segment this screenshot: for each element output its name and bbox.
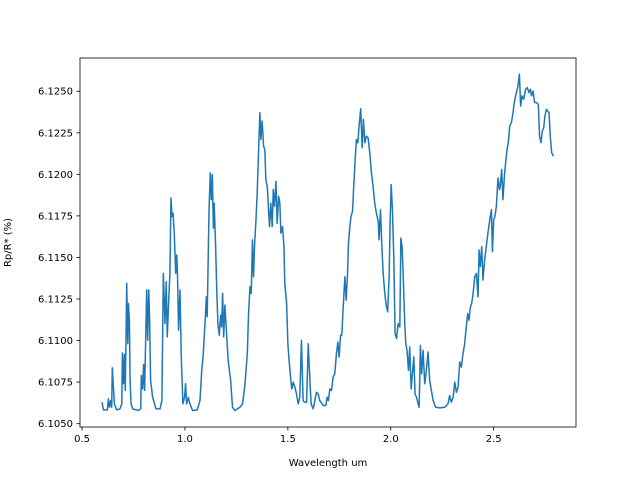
- x-tick-label: 0.5: [74, 434, 90, 445]
- y-axis-label: Rp/R* (%): [3, 218, 14, 267]
- y-tick-label: 6.1125: [38, 295, 73, 306]
- y-tick-label: 6.1225: [38, 128, 73, 139]
- plot-area: [101, 73, 555, 412]
- x-tick-label: 1.5: [280, 434, 296, 445]
- x-axis-label: Wavelength um: [289, 458, 368, 469]
- x-tick-label: 2.0: [383, 434, 399, 445]
- x-tick-label: 1.0: [177, 434, 193, 445]
- x-axis-ticks: 0.5 1.0 1.5 2.0 2.5: [74, 427, 502, 445]
- series-line-0: [101, 73, 555, 412]
- x-tick-label: 2.5: [486, 434, 502, 445]
- y-tick-label: 6.1175: [38, 211, 73, 222]
- y-tick-label: 6.1100: [38, 336, 73, 347]
- y-tick-label: 6.1050: [38, 419, 73, 430]
- y-axis-ticks: 6.1050 6.1075 6.1100 6.1125 6.1150 6.1175 6.12…: [38, 87, 80, 430]
- y-tick-label: 6.1075: [38, 378, 73, 389]
- y-tick-label: 6.1200: [38, 170, 73, 181]
- axes-frame: [79, 57, 577, 428]
- y-tick-label: 6.1250: [38, 87, 73, 98]
- y-tick-label: 6.1150: [38, 253, 73, 264]
